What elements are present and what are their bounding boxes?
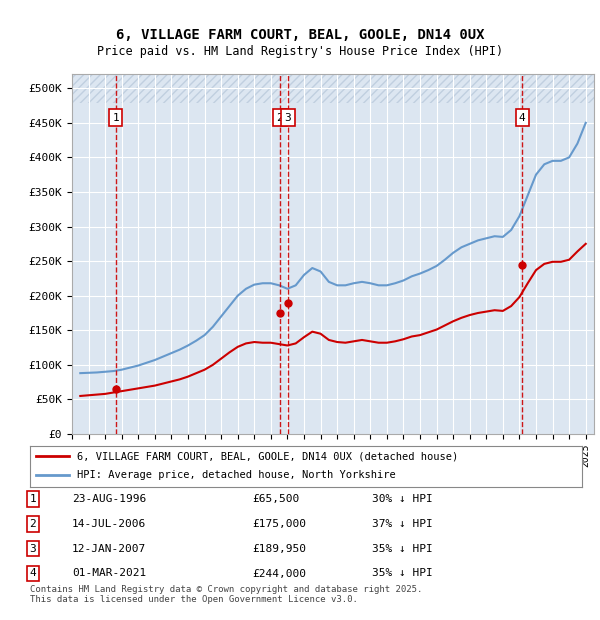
Text: Contains HM Land Registry data © Crown copyright and database right 2025.
This d: Contains HM Land Registry data © Crown c… xyxy=(30,585,422,604)
Text: 3: 3 xyxy=(29,544,37,554)
Text: 35% ↓ HPI: 35% ↓ HPI xyxy=(372,544,433,554)
Text: 01-MAR-2021: 01-MAR-2021 xyxy=(72,569,146,578)
Text: 6, VILLAGE FARM COURT, BEAL, GOOLE, DN14 0UX: 6, VILLAGE FARM COURT, BEAL, GOOLE, DN14… xyxy=(116,28,484,42)
Text: 3: 3 xyxy=(285,113,292,123)
Text: £175,000: £175,000 xyxy=(252,519,306,529)
Text: £244,000: £244,000 xyxy=(252,569,306,578)
Text: 2: 2 xyxy=(277,113,283,123)
Text: Price paid vs. HM Land Registry's House Price Index (HPI): Price paid vs. HM Land Registry's House … xyxy=(97,45,503,58)
Text: 1: 1 xyxy=(112,113,119,123)
Text: £65,500: £65,500 xyxy=(252,494,299,504)
Text: 6, VILLAGE FARM COURT, BEAL, GOOLE, DN14 0UX (detached house): 6, VILLAGE FARM COURT, BEAL, GOOLE, DN14… xyxy=(77,451,458,461)
Text: £189,950: £189,950 xyxy=(252,544,306,554)
Text: 23-AUG-1996: 23-AUG-1996 xyxy=(72,494,146,504)
Text: 12-JAN-2007: 12-JAN-2007 xyxy=(72,544,146,554)
Text: 14-JUL-2006: 14-JUL-2006 xyxy=(72,519,146,529)
Text: 1: 1 xyxy=(29,494,37,504)
Text: 4: 4 xyxy=(29,569,37,578)
Text: HPI: Average price, detached house, North Yorkshire: HPI: Average price, detached house, Nort… xyxy=(77,471,395,480)
Text: 4: 4 xyxy=(519,113,526,123)
Text: 37% ↓ HPI: 37% ↓ HPI xyxy=(372,519,433,529)
Text: 35% ↓ HPI: 35% ↓ HPI xyxy=(372,569,433,578)
Text: 30% ↓ HPI: 30% ↓ HPI xyxy=(372,494,433,504)
Text: 2: 2 xyxy=(29,519,37,529)
